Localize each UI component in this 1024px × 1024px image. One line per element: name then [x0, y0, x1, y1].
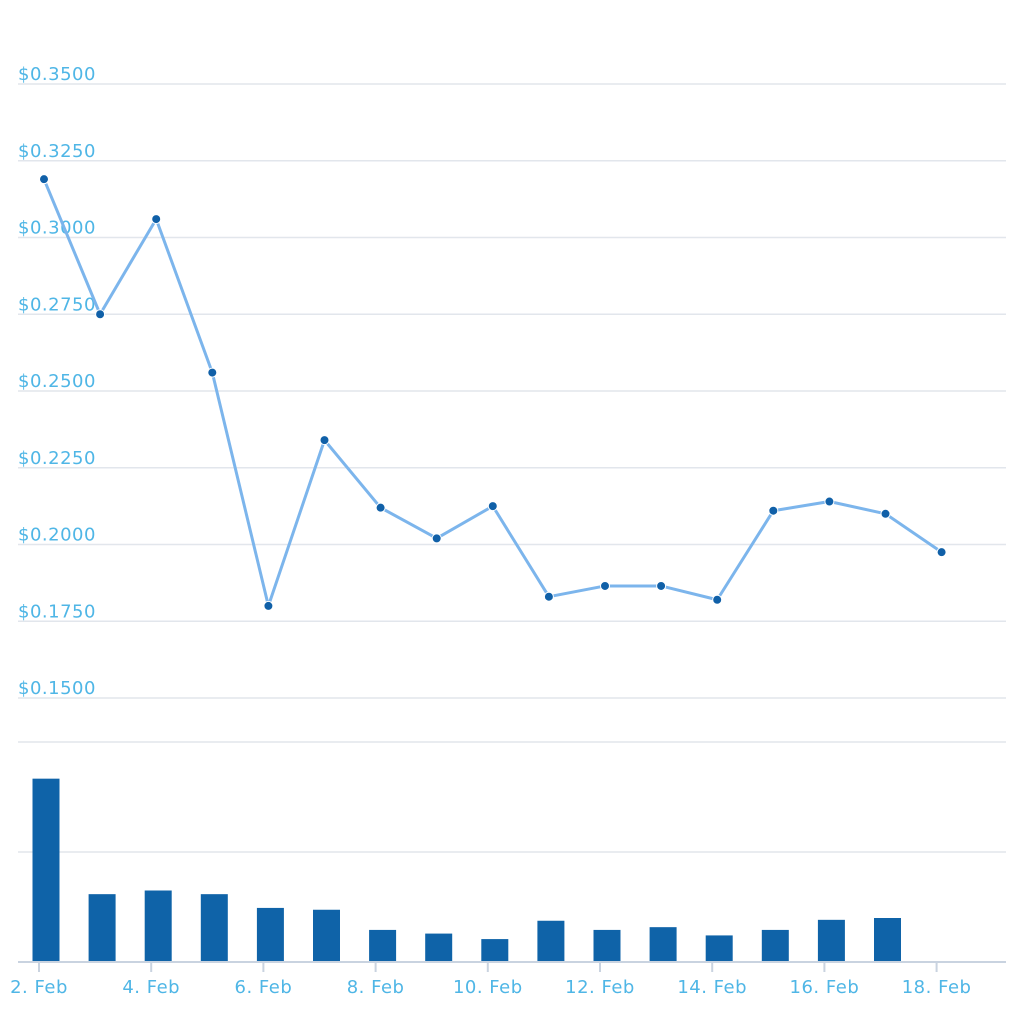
volume-bar: [481, 939, 509, 962]
y-tick-label: $0.2750: [18, 294, 96, 315]
price-line: [42, 177, 944, 608]
price-y-axis-ticks: $0.3500 $0.3250 $0.3000 $0.2750 $0.2500 $0.22…: [18, 64, 96, 699]
y-tick-label: $0.1750: [18, 601, 96, 622]
volume-bars: [32, 778, 901, 962]
price-point: [824, 496, 835, 507]
volume-bar: [425, 933, 453, 962]
price-point: [39, 174, 49, 185]
x-tick-label: 4. Feb: [122, 977, 180, 998]
price-point: [656, 580, 667, 591]
price-point: [319, 435, 330, 446]
x-tick-label: 8. Feb: [347, 977, 405, 998]
price-point: [263, 600, 274, 611]
x-tick-label: 10. Feb: [453, 977, 523, 998]
volume-bar: [593, 929, 621, 962]
volume-bar: [369, 929, 397, 962]
price-point: [936, 547, 947, 558]
volume-bar: [761, 929, 789, 962]
price-point: [487, 501, 498, 512]
y-tick-label: $0.2500: [18, 371, 96, 392]
volume-bar: [874, 918, 901, 962]
price-point: [431, 533, 442, 544]
x-tick-label: 14. Feb: [677, 977, 747, 998]
volume-bar: [256, 907, 284, 962]
price-point: [543, 591, 554, 602]
x-tick-label: 12. Feb: [565, 977, 635, 998]
price-point: [151, 214, 162, 225]
y-tick-label: $0.2250: [18, 448, 96, 469]
y-tick-label: $0.3000: [18, 218, 96, 239]
price-point: [880, 508, 891, 519]
x-tick-label: 18. Feb: [902, 977, 972, 998]
volume-bar: [32, 778, 60, 962]
price-point: [375, 502, 386, 513]
y-tick-label: $0.1500: [18, 678, 96, 699]
price-point: [600, 580, 610, 591]
price-line-series: [42, 177, 944, 608]
price-point: [712, 594, 723, 605]
volume-bar: [537, 920, 565, 962]
volume-bar: [88, 894, 116, 962]
y-tick-label: $0.3250: [18, 141, 96, 162]
volume-bar: [200, 894, 228, 962]
price-point: [207, 367, 218, 378]
y-tick-label: $0.2000: [18, 525, 96, 546]
price-point: [95, 309, 106, 320]
volume-bar: [144, 890, 172, 962]
price-markers: [39, 174, 947, 611]
price-gridlines: [18, 83, 1006, 699]
y-tick-label: $0.3500: [18, 64, 96, 85]
volume-bar: [705, 935, 733, 962]
price-point: [768, 505, 779, 516]
x-axis: 2. Feb 4. Feb 6. Feb 8. Feb 10. Feb 12. Feb 14…: [10, 961, 1006, 998]
x-tick-label: 16. Feb: [790, 977, 860, 998]
volume-gridlines: [18, 741, 1006, 853]
x-tick-label: 2. Feb: [10, 977, 68, 998]
volume-bar: [649, 927, 677, 962]
volume-bar: [817, 919, 845, 962]
volume-bar: [313, 909, 340, 962]
x-tick-label: 6. Feb: [235, 977, 293, 998]
